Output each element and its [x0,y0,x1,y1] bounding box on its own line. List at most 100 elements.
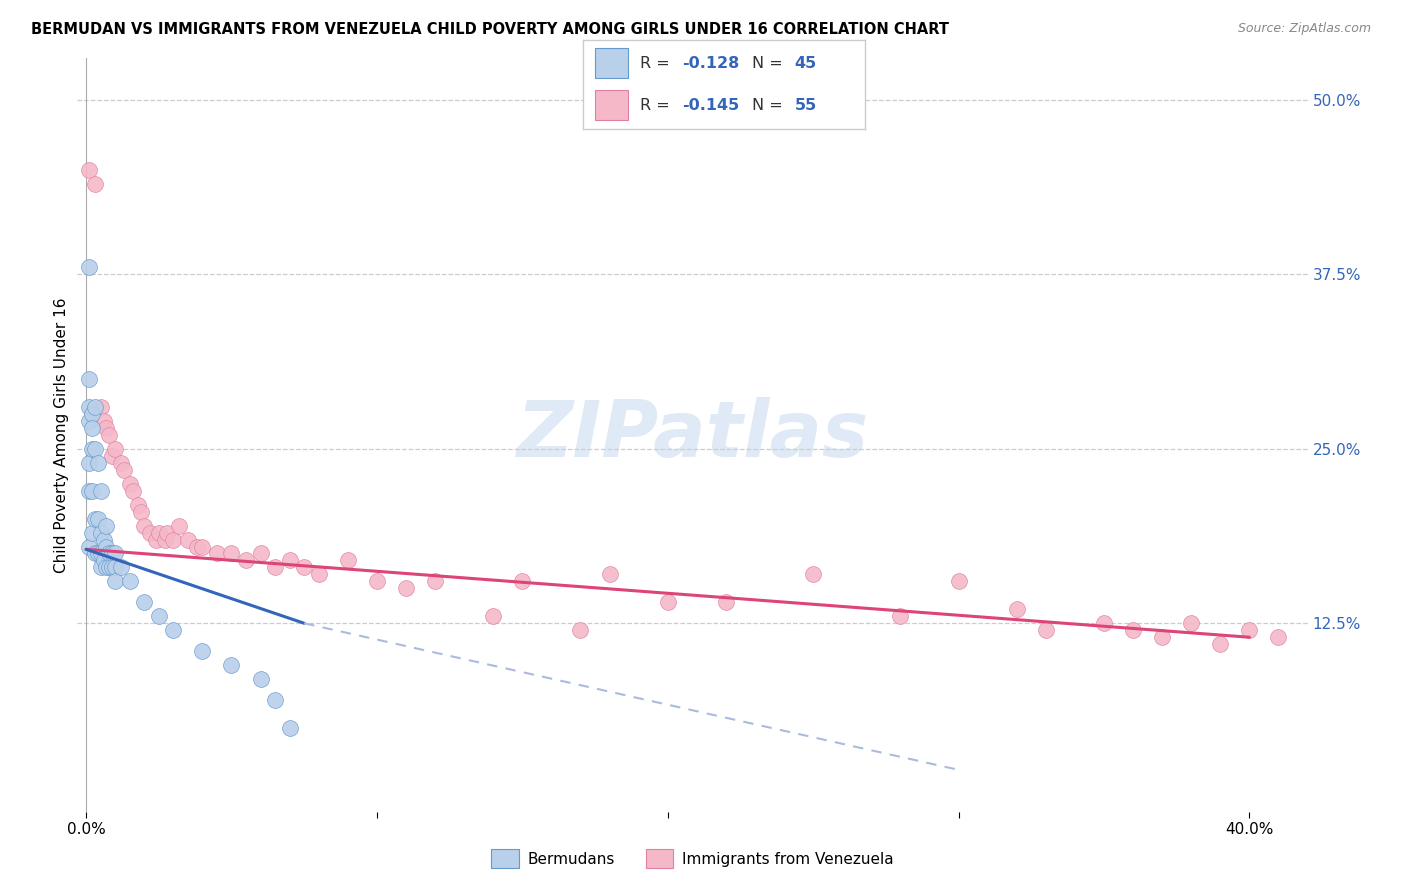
Point [110,560,132,574]
Point [77,260,100,275]
Point [292,560,315,574]
Point [153,533,176,547]
Point [101,547,124,561]
Point [510,574,533,589]
Point [83,177,105,191]
Point [127,498,149,512]
Point [86,456,108,470]
Point [395,582,418,596]
Point [167,518,190,533]
Point [336,553,359,567]
Text: 45: 45 [794,56,817,70]
Point [86,511,108,525]
Point [77,483,100,498]
Text: Source: ZipAtlas.com: Source: ZipAtlas.com [1237,22,1371,36]
Point [162,624,184,638]
Point [104,574,127,589]
Point [77,456,100,470]
Point [77,162,100,177]
Point [366,574,388,589]
Point [308,567,330,582]
Point [482,609,505,624]
Point [278,553,301,567]
Point [1092,616,1115,631]
Point [96,518,118,533]
Point [104,442,127,456]
Point [264,693,287,707]
Point [145,533,167,547]
Point [156,525,179,540]
Point [889,609,911,624]
Point [139,525,162,540]
Point [191,540,214,554]
Point [80,421,103,435]
FancyBboxPatch shape [595,90,628,120]
Point [186,540,208,554]
Point [221,658,243,673]
Point [1180,616,1202,631]
Point [714,595,737,609]
Point [118,476,141,491]
Point [90,525,112,540]
Point [134,518,156,533]
Point [278,721,301,735]
Point [80,407,103,421]
Point [948,574,970,589]
Text: ZIPatlas: ZIPatlas [516,397,869,473]
Point [110,456,132,470]
Point [1035,624,1057,638]
Point [80,483,103,498]
Point [1122,624,1144,638]
Point [80,525,103,540]
Point [83,547,105,561]
Y-axis label: Child Poverty Among Girls Under 16: Child Poverty Among Girls Under 16 [53,297,69,573]
Point [86,547,108,561]
Point [93,414,115,428]
Point [148,525,170,540]
Point [90,560,112,574]
Point [98,560,121,574]
Point [191,644,214,658]
Text: N =: N = [752,98,789,112]
Point [98,547,121,561]
Point [104,547,127,561]
Point [101,560,124,574]
Point [101,449,124,463]
Point [1267,630,1289,644]
Point [80,442,103,456]
Point [249,672,271,686]
Point [118,574,141,589]
Point [77,400,100,414]
Point [423,574,446,589]
Point [96,540,118,554]
Text: -0.128: -0.128 [682,56,740,70]
Point [177,533,200,547]
Point [83,400,105,414]
Text: BERMUDAN VS IMMIGRANTS FROM VENEZUELA CHILD POVERTY AMONG GIRLS UNDER 16 CORRELA: BERMUDAN VS IMMIGRANTS FROM VENEZUELA CH… [31,22,949,37]
Point [1239,624,1261,638]
Point [93,533,115,547]
Point [205,547,228,561]
Point [249,547,271,561]
Point [264,560,287,574]
Point [112,463,135,477]
Legend: Bermudans, Immigrants from Venezuela: Bermudans, Immigrants from Venezuela [485,843,900,874]
Point [90,400,112,414]
Point [148,609,170,624]
Text: R =: R = [640,98,675,112]
Point [801,567,824,582]
Point [569,624,592,638]
Point [1152,630,1174,644]
Point [77,372,100,386]
Point [1209,637,1232,651]
Text: 55: 55 [794,98,817,112]
Point [131,505,153,519]
Point [599,567,621,582]
Point [77,414,100,428]
Point [104,560,127,574]
Point [98,428,121,442]
Point [90,483,112,498]
Text: R =: R = [640,56,675,70]
Point [83,442,105,456]
Point [162,533,184,547]
